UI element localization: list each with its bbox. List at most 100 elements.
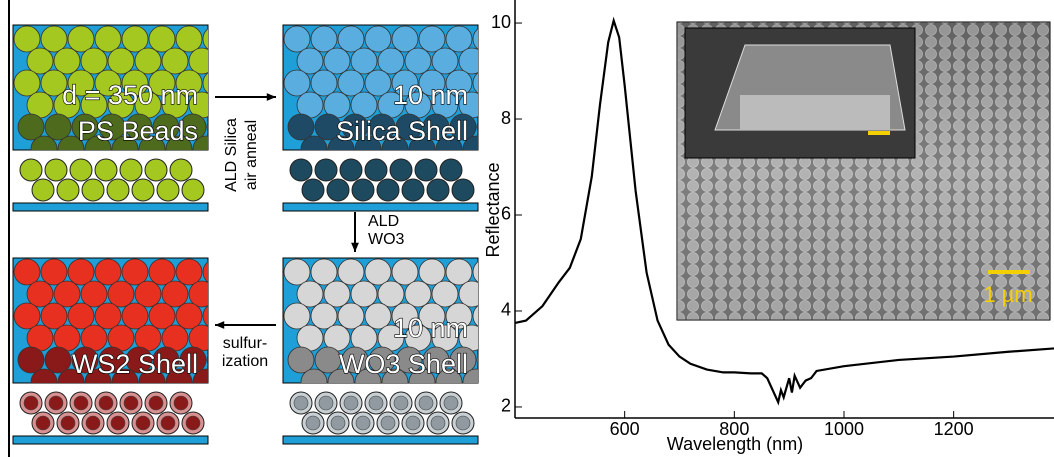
bead (284, 26, 310, 52)
bead (338, 70, 364, 96)
bead (14, 303, 40, 329)
step-label: ALD (368, 213, 399, 230)
layer-bead (452, 179, 474, 201)
layer-core (161, 416, 175, 430)
layer-bead (70, 159, 92, 181)
panel: d = 350 nmPS Beads (13, 25, 246, 211)
bead (490, 369, 516, 395)
bead (392, 259, 418, 285)
layer-bead (415, 159, 437, 181)
layer-core (136, 416, 150, 430)
arrow-head (351, 243, 359, 252)
layer-core (356, 416, 370, 430)
bead (108, 281, 134, 307)
bead (490, 136, 516, 162)
bead (189, 281, 215, 307)
layer-bead (390, 159, 412, 181)
bead (311, 303, 337, 329)
bead (14, 259, 40, 285)
layer-bead (82, 179, 104, 201)
bead (18, 347, 44, 373)
bead (486, 48, 512, 74)
layer-bead (340, 159, 362, 181)
bead (432, 281, 458, 307)
substrate (13, 203, 208, 211)
bead (459, 48, 485, 74)
layer-bead (145, 159, 167, 181)
bead (81, 281, 107, 307)
layer-core (344, 396, 358, 410)
panel-label: WO3 Shell (339, 349, 468, 379)
layer-bead (182, 179, 204, 201)
bead (324, 281, 350, 307)
layer-bead (32, 179, 54, 201)
x-tick-label: 1200 (934, 419, 974, 439)
bead (365, 259, 391, 285)
layer-core (174, 396, 188, 410)
bead (122, 303, 148, 329)
bead (45, 347, 71, 373)
bead (284, 303, 310, 329)
layer-core (456, 416, 470, 430)
bead (18, 114, 44, 140)
bead (68, 26, 94, 52)
layer-core (61, 416, 75, 430)
bead (297, 281, 323, 307)
layer-bead (20, 159, 42, 181)
layer-bead (427, 179, 449, 201)
bead (477, 347, 503, 373)
bead (288, 114, 314, 140)
bead (149, 259, 175, 285)
layer-bead (302, 179, 324, 201)
panel-label: d = 350 nm (62, 80, 198, 110)
bead (216, 281, 242, 307)
bead (31, 136, 57, 162)
bead (338, 26, 364, 52)
bead (216, 92, 242, 118)
bead (162, 48, 188, 74)
bead (41, 303, 67, 329)
layer-core (294, 396, 308, 410)
layer-core (319, 396, 333, 410)
bead (284, 70, 310, 96)
bead (284, 259, 310, 285)
bead (176, 303, 202, 329)
x-tick-label: 600 (610, 419, 640, 439)
y-tick-label: 8 (501, 108, 511, 128)
scale-label: 1 µm (983, 282, 1032, 307)
bead (486, 325, 512, 351)
figure: d = 350 nmPS Beads10 nmSilica Shell10 nm… (0, 0, 1054, 457)
panel: WS2 Shell (13, 258, 246, 444)
y-axis-label: Reflectance (483, 162, 503, 257)
diagram: d = 350 nmPS Beads10 nmSilica Shell10 nm… (13, 25, 516, 444)
bead (203, 26, 229, 52)
layer-bead (440, 159, 462, 181)
bead (324, 48, 350, 74)
panel-label: 10 nm (393, 80, 468, 110)
sem-wall (740, 95, 890, 130)
bead (338, 303, 364, 329)
bead (27, 281, 53, 307)
bead (419, 26, 445, 52)
panel-label: WS2 Shell (72, 349, 198, 379)
bead (122, 26, 148, 52)
bead (477, 114, 503, 140)
bead (459, 281, 485, 307)
bead (189, 48, 215, 74)
bead (446, 26, 472, 52)
layer-core (369, 396, 383, 410)
layer-core (149, 396, 163, 410)
bead (68, 259, 94, 285)
bead (311, 26, 337, 52)
substrate (283, 436, 478, 444)
bead (54, 48, 80, 74)
step-label: air anneal (243, 120, 260, 190)
bead (473, 303, 499, 329)
x-axis-label: Wavelength (nm) (667, 434, 803, 454)
layer-bead (57, 179, 79, 201)
layer-core (86, 416, 100, 430)
panel: 10 nmWO3 Shell (283, 258, 516, 444)
bead (95, 259, 121, 285)
bead (351, 48, 377, 74)
